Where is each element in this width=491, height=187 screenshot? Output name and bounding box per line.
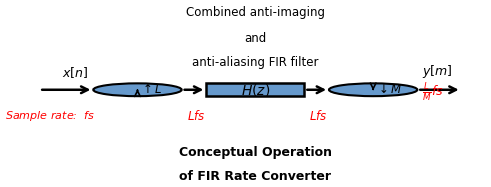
Text: $Lfs$: $Lfs$	[187, 109, 205, 123]
Text: Conceptual Operation: Conceptual Operation	[179, 146, 332, 159]
Ellipse shape	[93, 83, 182, 96]
Text: $x[n]$: $x[n]$	[62, 65, 88, 80]
Text: of FIR Rate Converter: of FIR Rate Converter	[179, 170, 331, 183]
Text: Sample rate:  $fs$: Sample rate: $fs$	[5, 109, 95, 123]
Ellipse shape	[329, 83, 417, 96]
Text: anti-aliasing FIR filter: anti-aliasing FIR filter	[192, 56, 319, 69]
Text: $\frac{L}{M}$$fs$: $\frac{L}{M}$$fs$	[422, 81, 444, 103]
FancyBboxPatch shape	[206, 83, 304, 96]
Text: Combined anti-imaging: Combined anti-imaging	[186, 6, 325, 19]
Text: $\downarrow$$M$: $\downarrow$$M$	[376, 83, 402, 96]
Text: $y[m]$: $y[m]$	[422, 63, 453, 80]
Text: $\uparrow$$L$: $\uparrow$$L$	[140, 83, 163, 96]
Text: $Lfs$: $Lfs$	[309, 109, 328, 123]
Text: $H(z)$: $H(z)$	[241, 82, 270, 98]
Text: and: and	[244, 32, 267, 45]
